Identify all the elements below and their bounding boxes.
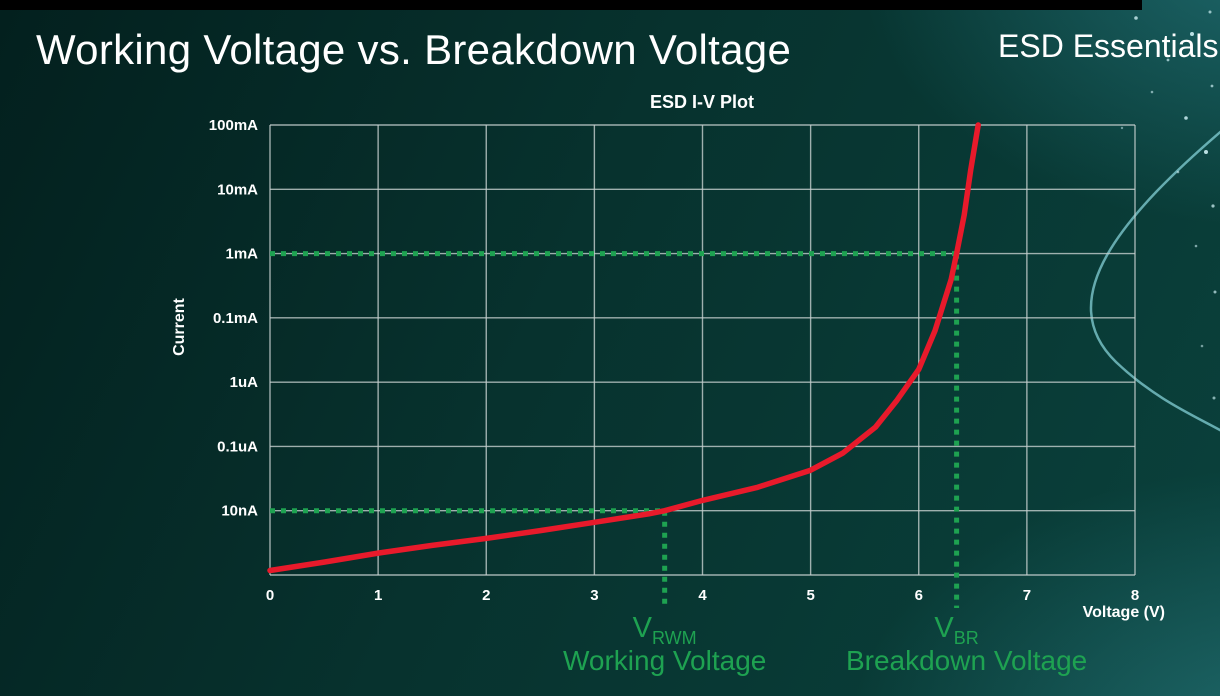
working-voltage-caption: Working Voltage: [562, 645, 767, 676]
y-tick-label: 10nA: [221, 503, 258, 520]
x-tick-label: 2: [482, 587, 490, 604]
vbr-label: VBR: [934, 612, 978, 649]
vrwm-symbol: V: [632, 612, 652, 644]
x-tick-label: 8: [1131, 587, 1139, 604]
vbr-symbol: V: [934, 612, 954, 644]
green-annotation-lines: [270, 251, 960, 608]
swoosh-curve: [1089, 130, 1220, 432]
gridlines: [269, 124, 1136, 576]
y-tick-label: 1mA: [225, 246, 258, 263]
x-tick-label: 3: [590, 587, 598, 604]
top-strip: [0, 0, 1142, 10]
y-tick-label: 10mA: [217, 181, 258, 198]
x-tick-label: 5: [806, 587, 814, 604]
x-tick-label: 1: [374, 587, 382, 604]
breakdown-voltage-caption: Breakdown Voltage: [845, 645, 1088, 676]
iv-curve-line: [267, 122, 981, 574]
decorative-swoosh: [1089, 130, 1220, 432]
y-tick-label: 1uA: [230, 374, 259, 391]
x-tick-label: 4: [698, 587, 707, 604]
slide-title: Working Voltage vs. Breakdown Voltage: [36, 26, 792, 73]
vrwm-label: VRWM: [633, 612, 697, 649]
y-tick-label: 0.1mA: [213, 310, 258, 327]
x-axis-label: Voltage (V): [1082, 604, 1165, 621]
y-tick-label: 0.1uA: [217, 438, 258, 455]
star-dots: [1096, 10, 1217, 400]
axis-tick-labels: 0 1 2 3 4 5 6 7 8 100mA 10mA 1mA 0.1mA 1uA 0.1uA 10nA: [209, 117, 1139, 604]
vrwm-subscript: RWM: [651, 627, 697, 648]
iv-curve: [267, 122, 981, 574]
x-tick-label: 6: [915, 587, 923, 604]
x-tick-label: 0: [266, 587, 274, 604]
vbr-subscript: BR: [953, 627, 979, 648]
brand-logo: ESD Essentials: [998, 28, 1219, 64]
chart-title: ESD I-V Plot: [649, 92, 754, 112]
y-tick-label: 100mA: [209, 117, 258, 134]
x-tick-label: 7: [1023, 587, 1031, 604]
